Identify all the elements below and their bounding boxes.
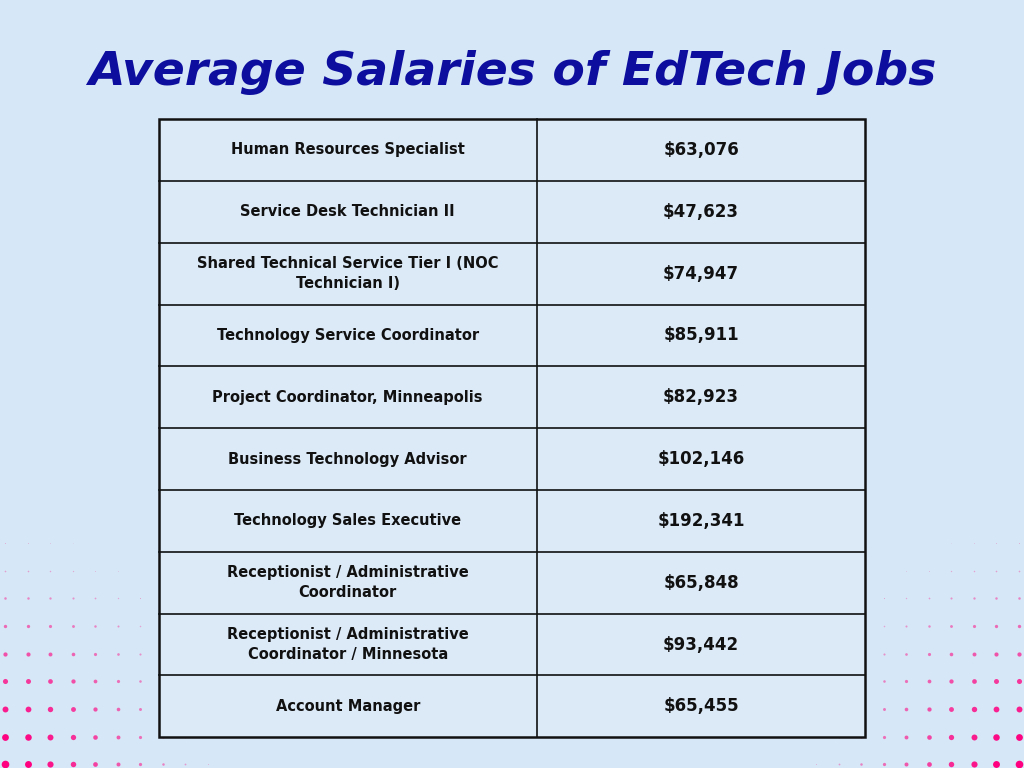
Text: Business Technology Advisor: Business Technology Advisor (228, 452, 467, 467)
Text: $85,911: $85,911 (664, 326, 739, 344)
Text: $74,947: $74,947 (663, 265, 739, 283)
Text: Account Manager: Account Manager (275, 699, 420, 714)
Text: Receptionist / Administrative
Coordinator / Minnesota: Receptionist / Administrative Coordinato… (227, 627, 469, 662)
Text: Project Coordinator, Minneapolis: Project Coordinator, Minneapolis (212, 389, 483, 405)
Text: Average Salaries of EdTech Jobs: Average Salaries of EdTech Jobs (88, 50, 936, 95)
Text: Service Desk Technician II: Service Desk Technician II (241, 204, 455, 220)
Text: $93,442: $93,442 (663, 636, 739, 654)
Text: $63,076: $63,076 (664, 141, 739, 159)
Text: Technology Sales Executive: Technology Sales Executive (234, 513, 461, 528)
Bar (159, 119, 865, 737)
Text: Human Resources Specialist: Human Resources Specialist (230, 142, 465, 157)
Bar (159, 119, 865, 737)
Text: $102,146: $102,146 (657, 450, 744, 468)
Text: $192,341: $192,341 (657, 512, 744, 530)
Text: $65,455: $65,455 (664, 697, 739, 715)
Text: $82,923: $82,923 (663, 389, 739, 406)
Text: Shared Technical Service Tier I (NOC
Technician I): Shared Technical Service Tier I (NOC Tec… (197, 257, 499, 291)
Text: $65,848: $65,848 (664, 574, 739, 591)
Text: Technology Service Coordinator: Technology Service Coordinator (217, 328, 479, 343)
Text: $47,623: $47,623 (663, 203, 739, 220)
Text: Receptionist / Administrative
Coordinator: Receptionist / Administrative Coordinato… (227, 565, 469, 600)
